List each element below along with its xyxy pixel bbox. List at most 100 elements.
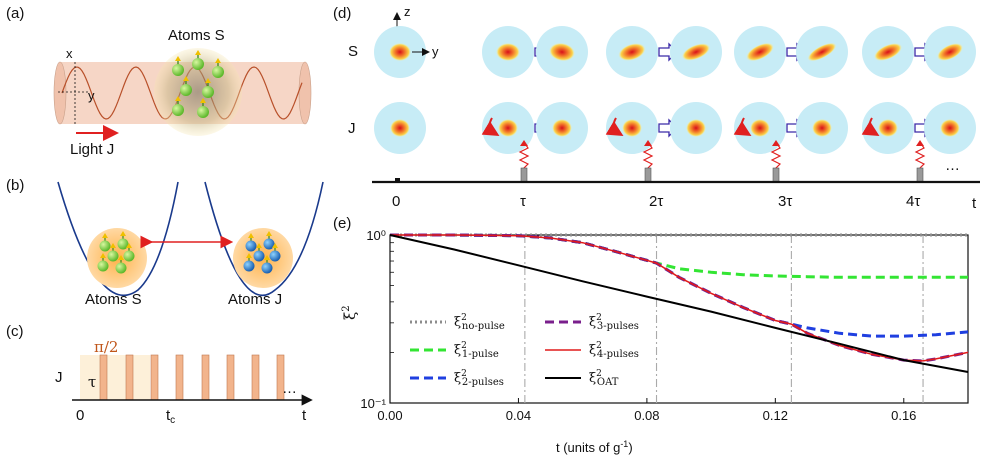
- laser-pulse-arrowhead: [772, 140, 780, 146]
- light-label: Light J: [70, 141, 114, 158]
- panel-a: (a) x y Atoms S Light J: [6, 5, 312, 158]
- J-before-4-distribution: [878, 119, 898, 137]
- atom-j: [243, 260, 255, 272]
- x-tick-label: 0.00: [377, 408, 402, 423]
- pulse-train: [99, 354, 285, 401]
- panel-e: (e) 0.00 0.04 0.08 0.12 0.16 10⁰ 10⁻¹ ξ2 no-puls…: [333, 215, 969, 455]
- atom-s: [107, 250, 119, 262]
- tick-origin: [395, 178, 400, 183]
- atom-s: [115, 262, 127, 274]
- squeezing-chart: 0.00 0.04 0.08 0.12 0.16 10⁰ 10⁻¹ ξ2 no-pulse ξ2 1…: [360, 228, 969, 423]
- laser-pulse-arrowhead: [520, 140, 528, 146]
- beam-end-right: [298, 61, 312, 125]
- spin-arrowhead: [110, 243, 116, 248]
- laser-pulse-line: [642, 141, 654, 182]
- atoms-s-label-b: Atoms S: [85, 291, 142, 308]
- pi-half-pulse: [201, 354, 210, 401]
- atom-j: [263, 238, 275, 250]
- series-3-pulses: [390, 233, 969, 363]
- atom: [180, 84, 192, 96]
- t-label-c: t: [302, 407, 307, 424]
- spin-arrowhead: [100, 253, 106, 258]
- spin-arrowhead: [266, 231, 272, 236]
- plot-frame: [389, 234, 969, 404]
- rotation-arrow: [733, 117, 752, 137]
- legend-label: ξ2 2-pulses: [454, 369, 504, 388]
- laser-pulse-arrowhead: [644, 140, 652, 146]
- atom: [212, 66, 224, 78]
- panel-c-label: (c): [6, 323, 24, 340]
- atom-s: [117, 238, 129, 250]
- time-ticks-d: 0 τ 2τ 3τ 4τ: [392, 178, 920, 210]
- spin-arrowhead: [175, 56, 181, 61]
- ellipsis-d: …: [945, 157, 960, 174]
- laser-pulse-arrowhead: [916, 140, 924, 146]
- S-before-2-distribution: [618, 43, 646, 61]
- time-tick-label: 0: [392, 193, 400, 210]
- time-tick-label: 4τ: [906, 193, 920, 210]
- S-initial-distribution: [389, 43, 411, 61]
- laser-pulse-line: [770, 141, 782, 182]
- pulse-label: π/2: [94, 338, 118, 356]
- atom-s: [99, 240, 111, 252]
- atom-j: [245, 240, 257, 252]
- series-1-pulse: [390, 233, 968, 279]
- atom: [197, 106, 209, 118]
- axis-y-label: y: [88, 88, 95, 103]
- spin-arrowhead: [272, 243, 278, 248]
- t-label-d: t: [972, 195, 977, 212]
- J-before-3-distribution: [750, 119, 770, 137]
- spin-arrowhead: [246, 253, 252, 258]
- right-well: [204, 181, 324, 297]
- tau-interval: [80, 355, 150, 400]
- x-tick-label: 0.16: [891, 408, 916, 423]
- time-tick-label: τ: [520, 193, 526, 210]
- bloch-spheres: y: [374, 26, 976, 183]
- spin-arrowhead: [118, 255, 124, 260]
- pulse-marker: [916, 167, 924, 183]
- J-after-4-distribution: [940, 119, 960, 137]
- pi-half-pulse: [251, 354, 260, 401]
- atom-s: [97, 260, 109, 272]
- pulse-marker: [520, 167, 528, 183]
- series-4-pulses: [390, 234, 969, 362]
- J-after-1-distribution: [552, 119, 572, 137]
- panel-e-label: (e): [333, 215, 351, 232]
- rotation-arrow: [861, 117, 880, 137]
- atoms-s-title: Atoms S: [168, 27, 225, 44]
- laser-pulse-line: [914, 141, 926, 182]
- tau-label-c: τ: [88, 373, 96, 391]
- legend-label: ξ2 4-pulses: [589, 341, 639, 360]
- spin-arrowhead: [248, 233, 254, 238]
- spin-arrowhead: [256, 243, 262, 248]
- J-before-1-distribution: [498, 119, 518, 137]
- panel-b-label: (b): [6, 177, 24, 194]
- panel-d-label: (d): [333, 5, 351, 22]
- y-tick-label: 10⁻¹: [360, 396, 386, 411]
- S-after-4-distribution: [937, 43, 963, 61]
- x-tick-label: 0.08: [634, 408, 659, 423]
- pulse-marker: [644, 167, 652, 183]
- spin-arrowhead: [195, 50, 201, 55]
- spin-arrowhead: [264, 255, 270, 260]
- x-tick-label: 0.04: [506, 408, 531, 423]
- series-OAT: [389, 234, 969, 373]
- pi-half-pulse: [150, 354, 159, 401]
- atoms-j-label-b: Atoms J: [228, 291, 282, 308]
- left-well: [57, 181, 179, 296]
- axis-x-label: x: [66, 46, 73, 61]
- S-before-1-distribution: [496, 43, 520, 61]
- S-after-2-distribution: [681, 43, 711, 61]
- J-initial-distribution: [390, 119, 410, 137]
- ellipsis-c: …: [282, 380, 297, 397]
- y-axis-label-d: y: [432, 44, 439, 59]
- atom-s: [123, 250, 135, 262]
- rotation-arrow: [605, 117, 624, 137]
- legend-label: ξ2 1-pulse: [454, 341, 499, 360]
- spin-arrowhead: [215, 58, 221, 63]
- J-after-3-distribution: [812, 119, 832, 137]
- spin-arrowhead: [126, 243, 132, 248]
- spin-arrowhead: [120, 231, 126, 236]
- legend-label: ξ2 no-pulse: [454, 313, 505, 332]
